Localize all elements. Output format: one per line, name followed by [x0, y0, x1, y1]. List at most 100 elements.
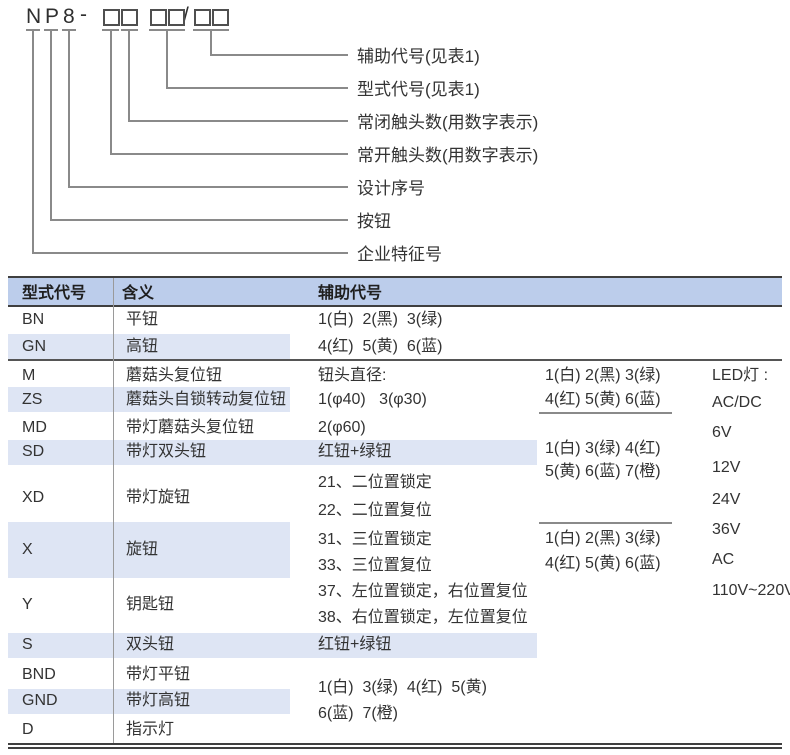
underline-pair2 — [149, 29, 185, 31]
label-aux-code: 辅助代号(见表1) — [357, 47, 480, 66]
aux-xd-2: 22、二位置复位 — [318, 502, 432, 519]
color-group-b-1: 1(白) 3(绿) 4(红) — [545, 440, 661, 457]
aux-x-2: 33、三位置复位 — [318, 557, 432, 574]
meaning-d: 指示灯 — [126, 721, 175, 738]
meaning-gnd: 带灯高钮 — [126, 692, 191, 709]
code-dash: - — [80, 3, 88, 26]
aux-diameter-label: 钮头直径: — [318, 367, 387, 384]
aux-diameter-2: 2(φ60) — [318, 419, 366, 436]
connector-line — [50, 31, 52, 219]
code-d: D — [22, 721, 34, 738]
aux-y-1: 37、左位置锁定，右位置复位 — [318, 583, 528, 600]
aux-gn: 4(红) 5(黄) 6(蓝) — [318, 338, 443, 355]
connector-line — [32, 252, 348, 254]
row-highlight-gn — [8, 334, 290, 359]
led-6v: 6V — [712, 424, 732, 441]
meaning-gn: 高钮 — [126, 338, 159, 355]
connector-line — [166, 31, 168, 87]
aux-x-1: 31、三位置锁定 — [318, 531, 432, 548]
color-group-separator-b — [539, 522, 672, 524]
code-s: S — [22, 636, 33, 653]
row-highlight-s — [8, 633, 537, 658]
led-36v: 36V — [712, 521, 741, 538]
aux-s: 红钮+绿钮 — [318, 636, 392, 653]
underline-p — [44, 29, 58, 31]
led-ac: AC — [712, 551, 735, 568]
aux-diameter-1: 1(φ40) 3(φ30) — [318, 391, 427, 408]
meaning-m: 蘑菇头复位钮 — [126, 367, 223, 384]
row-highlight-zs — [8, 387, 290, 412]
header-meaning: 含义 — [122, 285, 155, 302]
code-sd: SD — [22, 443, 45, 460]
aux-y-2: 38、右位置锁定，左位置复位 — [318, 609, 528, 626]
table-header-bg — [8, 278, 782, 305]
code-box-1 — [103, 9, 120, 26]
code-box-6 — [212, 9, 229, 26]
color-group-separator-a — [539, 412, 672, 414]
underline-box1 — [102, 29, 119, 31]
code-box-4 — [168, 9, 185, 26]
led-24v: 24V — [712, 491, 741, 508]
aux-sd: 红钮+绿钮 — [318, 443, 392, 460]
connector-line — [110, 31, 112, 153]
code-m: M — [22, 367, 36, 384]
led-110v-220v: 110V~220V — [712, 582, 790, 599]
meaning-bn: 平钮 — [126, 311, 159, 328]
aux-bn: 1(白) 2(黑) 3(绿) — [318, 311, 443, 328]
connector-line — [50, 219, 348, 221]
connector-line — [110, 153, 348, 155]
table-top-border — [8, 276, 782, 278]
code-letter-n: N — [26, 5, 43, 28]
code-gn: GN — [22, 338, 46, 355]
row-highlight-x — [8, 522, 290, 578]
code-xd: XD — [22, 489, 45, 506]
label-type-code: 型式代号(见表1) — [357, 80, 480, 99]
code-zs: ZS — [22, 391, 43, 408]
meaning-bnd: 带灯平钮 — [126, 666, 191, 683]
code-letter-8: 8 — [63, 5, 76, 28]
color-group-c-1: 1(白) 2(黑) 3(绿) — [545, 530, 661, 547]
group-separator-line — [8, 359, 782, 361]
connector-line — [32, 31, 34, 252]
row-highlight-sd — [8, 440, 537, 465]
header-type-code: 型式代号 — [22, 285, 87, 302]
meaning-zs: 蘑菇头自锁转动复位钮 — [126, 391, 287, 408]
meaning-y: 钥匙钮 — [126, 596, 175, 613]
connector-line — [210, 31, 212, 54]
connector-line — [166, 87, 348, 89]
underline-box2 — [121, 29, 138, 31]
connector-line — [68, 31, 70, 186]
connector-line — [210, 54, 348, 56]
meaning-xd: 带灯旋钮 — [126, 489, 191, 506]
label-design-serial: 设计序号 — [357, 179, 425, 198]
code-box-2 — [121, 9, 138, 26]
aux-bnd-gnd-1: 1(白) 3(绿) 4(红) 5(黄) — [318, 679, 487, 696]
underline-8 — [62, 29, 76, 31]
meaning-md: 带灯蘑菇头复位钮 — [126, 419, 255, 436]
color-group-a-1: 1(白) 2(黑) 3(绿) — [545, 367, 661, 384]
connector-line — [68, 186, 348, 188]
led-12v: 12V — [712, 459, 741, 476]
led-title: LED灯 : — [712, 367, 769, 384]
meaning-sd: 带灯双头钮 — [126, 443, 207, 460]
color-group-a-2: 4(红) 5(黄) 6(蓝) — [545, 391, 661, 408]
connector-line — [128, 31, 130, 120]
label-no-contacts: 常开触头数(用数字表示) — [357, 146, 539, 165]
table-bottom-border-2 — [8, 747, 782, 749]
code-slash: / — [183, 4, 190, 27]
led-acdc: AC/DC — [712, 394, 762, 411]
code-box-3 — [150, 9, 167, 26]
code-bn: BN — [22, 311, 45, 328]
underline-n — [26, 29, 40, 31]
label-nc-contacts: 常闭触头数(用数字表示) — [357, 113, 539, 132]
code-bnd: BND — [22, 666, 56, 683]
header-bottom-border — [8, 305, 782, 307]
header-aux-code: 辅助代号 — [318, 285, 383, 302]
code-y: Y — [22, 596, 33, 613]
aux-xd-1: 21、二位置锁定 — [318, 474, 432, 491]
column-divider — [113, 278, 114, 744]
code-box-5 — [194, 9, 211, 26]
meaning-x: 旋钮 — [126, 541, 159, 558]
underline-pair3 — [193, 29, 229, 31]
